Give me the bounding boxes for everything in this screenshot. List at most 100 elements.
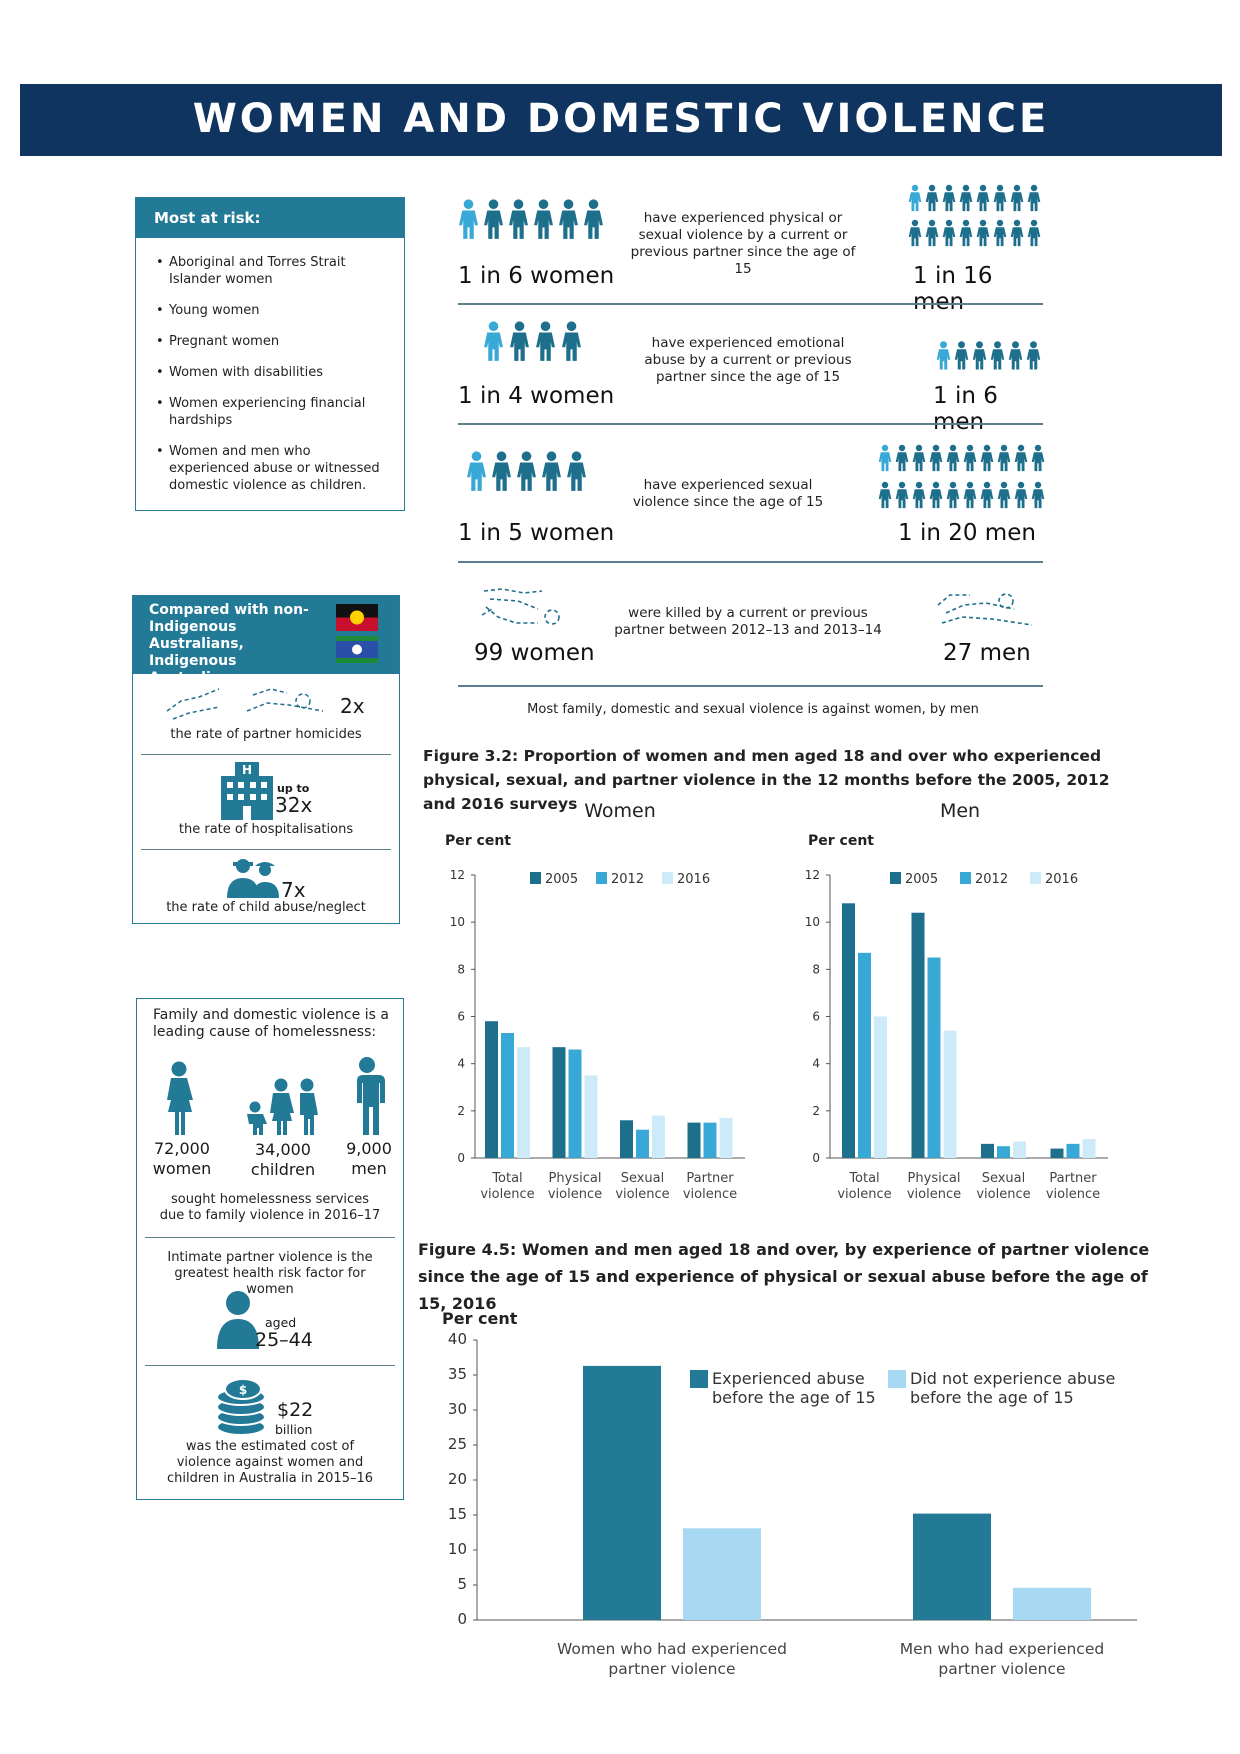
person-icon [997, 481, 1011, 509]
y-tick-label: 4 [812, 1057, 820, 1071]
group-number: 9,000 [346, 1139, 392, 1158]
category-label: violence [976, 1187, 1030, 1202]
bar-2005-2 [552, 1047, 566, 1158]
bar-2005-2 [911, 912, 925, 1158]
person-icon [562, 321, 581, 361]
risk-item: Women with disabilities [156, 364, 392, 381]
person-icon [963, 444, 977, 472]
person-icon [536, 321, 555, 361]
divider [145, 1365, 395, 1366]
divider [145, 1237, 395, 1238]
person-icon [1010, 219, 1024, 247]
person-icon [484, 199, 503, 239]
bar-2016-2 [943, 1030, 957, 1158]
risk-heading: Most at risk: [136, 198, 404, 238]
bar-experienced-1 [583, 1365, 661, 1620]
person-icon [1027, 184, 1041, 212]
bar-2016-1 [874, 1016, 887, 1158]
body-outline-icon [163, 681, 333, 723]
legend-label: 2016 [677, 872, 710, 887]
person-icon [976, 219, 990, 247]
legend-swatch [890, 872, 901, 884]
y-tick-label: 8 [457, 962, 465, 976]
legend-label: Experienced abuse [712, 1369, 865, 1388]
category-label: Sexual [982, 1171, 1026, 1186]
bar-2016-1 [517, 1047, 530, 1158]
person-icon [459, 199, 478, 239]
divider [458, 561, 1043, 563]
legend-swatch [888, 1370, 906, 1388]
legend-label: Did not experience abuse [910, 1369, 1115, 1388]
category-label: Men who had experienced [900, 1640, 1104, 1658]
person-icon [942, 184, 956, 212]
y-axis-label: Per cent [445, 833, 511, 849]
bar-2016-3 [652, 1115, 665, 1158]
bar-2016-4 [1082, 1139, 1096, 1158]
page-title: WOMEN AND DOMESTIC VIOLENCE [192, 96, 1050, 142]
chart-abuse: Per cent 0 5 10 15 20 25 30 35 40 Women who had ex… [442, 1309, 1137, 1678]
y-tick-label: 30 [448, 1400, 467, 1418]
y-tick-label: 40 [448, 1330, 467, 1348]
figure-4-5-title: Figure 4.5: Women and men aged 18 and ov… [418, 1240, 1150, 1313]
person-icon [925, 219, 939, 247]
men-icons-3 [878, 442, 1048, 518]
bar-2005-3 [620, 1120, 633, 1158]
person-icon [997, 444, 1011, 472]
person-icon [929, 481, 943, 509]
person-icon [1008, 341, 1023, 370]
person-icon [878, 444, 892, 472]
category-label: violence [907, 1187, 961, 1202]
health-range: 25–44 [255, 1329, 313, 1351]
health-aged: aged [265, 1315, 297, 1330]
y-tick-label: 5 [457, 1575, 467, 1593]
men-icons-2 [936, 340, 1046, 380]
legend-label: 2005 [905, 872, 938, 887]
men-stat-1: 1 in 16 men [913, 263, 993, 315]
risk-item: Women experiencing financial hardships [156, 395, 392, 429]
legend-swatch [530, 872, 541, 884]
chart-title: Women [584, 800, 656, 822]
homeless-heading: Family and domestic violence is a leadin… [153, 1007, 389, 1040]
bar-2012-2 [927, 957, 941, 1158]
chart-title: Men [940, 800, 980, 822]
category-label: violence [837, 1187, 891, 1202]
men-stat-2: 1 in 6 men [933, 383, 998, 435]
person-icon [1014, 481, 1028, 509]
person-icon [946, 481, 960, 509]
bar-2016-3 [1013, 1141, 1026, 1158]
y-axis-label: Per cent [442, 1309, 518, 1328]
divider [458, 685, 1043, 687]
y-tick-label: 4 [457, 1057, 465, 1071]
bar-2005-4 [687, 1122, 701, 1158]
person-icon [484, 321, 503, 361]
person-icon [492, 451, 511, 491]
person-icon [912, 444, 926, 472]
person-icon [1010, 184, 1024, 212]
person-icon [990, 341, 1005, 370]
person-icon [972, 341, 987, 370]
person-icon [963, 481, 977, 509]
bar-2012-3 [636, 1129, 649, 1158]
group-label: children [250, 1160, 316, 1179]
women-stat-1: 1 in 6 women [458, 263, 615, 289]
stat-desc-4: were killed by a current or previous par… [614, 605, 882, 638]
risk-item: Women and men who experienced abuse or w… [156, 443, 392, 494]
divider [141, 849, 391, 850]
stat-desc-1: have experienced physical or sexual viol… [630, 210, 856, 277]
bar-2005-3 [981, 1143, 994, 1158]
person-icon [976, 184, 990, 212]
legend-label: 2012 [975, 872, 1008, 887]
y-tick-label: 15 [448, 1505, 467, 1523]
category-label: Physical [549, 1171, 602, 1186]
y-tick-label: 8 [812, 962, 820, 976]
body-outline-icon [480, 585, 570, 635]
homicide-multiplier: 2x [340, 694, 365, 718]
category-label: violence [480, 1187, 534, 1202]
bar-2016-2 [584, 1075, 598, 1158]
legend-label: before the age of 15 [910, 1388, 1074, 1407]
category-label: Total [491, 1171, 522, 1186]
y-tick-label: 12 [805, 868, 820, 882]
cost-value: $22 [277, 1399, 314, 1421]
category-label: Women who had experienced [557, 1640, 787, 1658]
